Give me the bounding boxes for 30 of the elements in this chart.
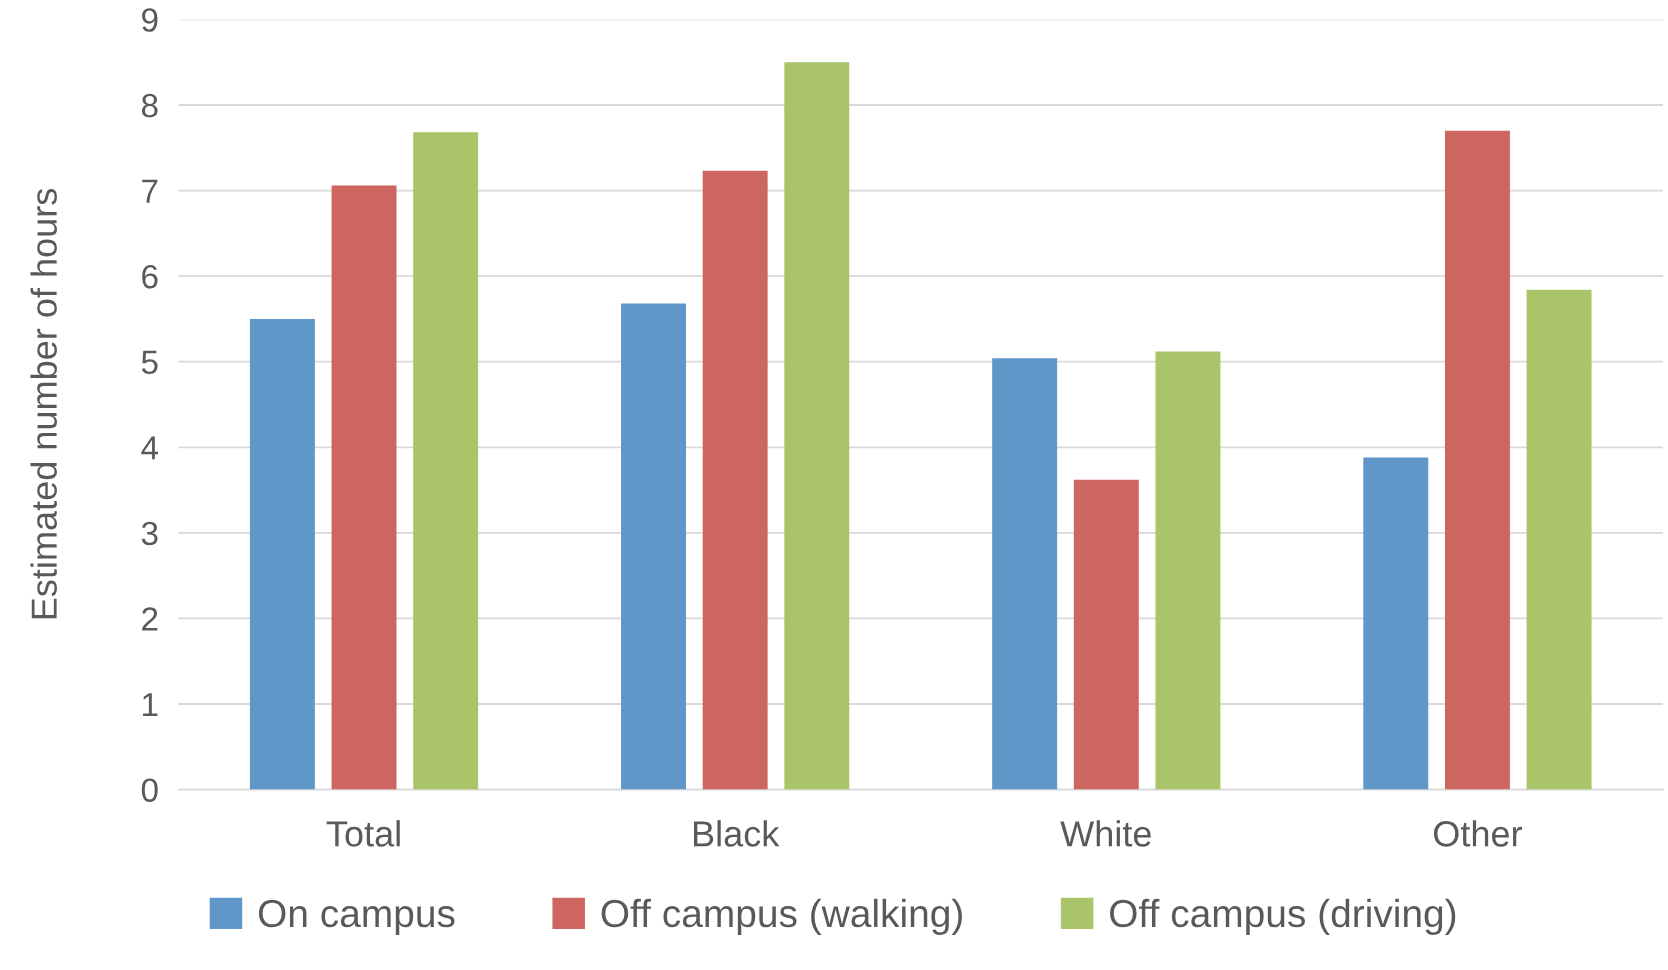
bar [1444, 130, 1510, 790]
y-axis-title: Estimated number of hours [30, 189, 57, 619]
bar [1363, 457, 1429, 790]
y-tick-label: 2 [142, 607, 158, 631]
bar [621, 303, 686, 790]
bar [702, 170, 768, 790]
legend-label: Off campus (walking) [601, 898, 962, 935]
legend-label: On campus [258, 899, 455, 935]
x-tick-label: White [1060, 820, 1151, 847]
x-tick-label: Total [326, 820, 400, 847]
bar [413, 132, 479, 790]
y-tick-label: 8 [141, 93, 158, 118]
y-tick-label: 6 [142, 264, 158, 289]
y-tick-label: 3 [141, 521, 158, 546]
y-tick-label: 4 [141, 436, 159, 460]
bar [784, 62, 850, 790]
bar [249, 318, 315, 790]
y-tick-label: 5 [141, 350, 158, 375]
bar [331, 185, 397, 790]
bar [1073, 479, 1139, 790]
legend-label: Off campus (driving) [1110, 898, 1456, 935]
bar [1155, 351, 1221, 790]
y-tick-label: 0 [141, 778, 158, 802]
bar [1526, 289, 1592, 790]
y-tick-label: 1 [143, 693, 158, 717]
x-tick-label: Black [693, 820, 780, 847]
y-tick-label: 9 [142, 8, 158, 32]
bar [992, 358, 1058, 790]
y-tick-label: 7 [142, 179, 158, 203]
x-tick-label: Other [1433, 820, 1522, 847]
